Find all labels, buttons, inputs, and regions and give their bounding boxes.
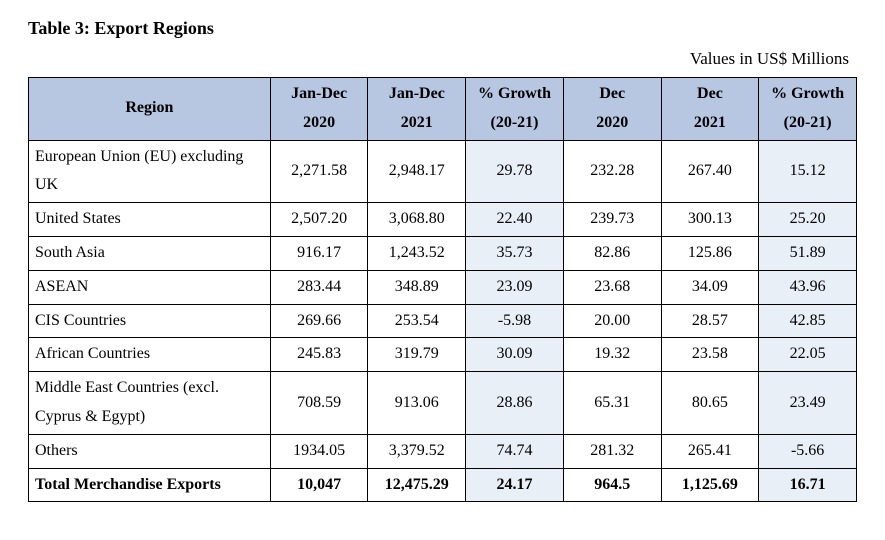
cell-growth-yr: 29.78 <box>466 140 564 203</box>
cell-yr2: 319.79 <box>368 338 466 372</box>
cell-yr1: 2,507.20 <box>270 203 368 237</box>
table-row: European Union (EU) excluding UK2,271.58… <box>29 140 857 203</box>
col-header-text: 2020 <box>570 109 655 138</box>
col-header-text: Dec <box>668 80 753 109</box>
cell-growth-yr: 28.86 <box>466 372 564 435</box>
cell-m2: 265.41 <box>661 434 759 468</box>
col-header-region: Region <box>29 78 271 141</box>
col-header-m2: Dec 2021 <box>661 78 759 141</box>
cell-yr2: 3,379.52 <box>368 434 466 468</box>
cell-m1: 20.00 <box>563 304 661 338</box>
table-row: CIS Countries269.66253.54-5.9820.0028.57… <box>29 304 857 338</box>
cell-region: CIS Countries <box>29 304 271 338</box>
cell-region: ASEAN <box>29 270 271 304</box>
cell-growth-yr: 35.73 <box>466 236 564 270</box>
table-header-row: Region Jan-Dec 2020 Jan-Dec 2021 % Growt… <box>29 78 857 141</box>
cell-yr2: 913.06 <box>368 372 466 435</box>
cell-m1: 82.86 <box>563 236 661 270</box>
cell-m1: 281.32 <box>563 434 661 468</box>
cell-growth-m: 42.85 <box>759 304 857 338</box>
col-header-text: Dec <box>570 80 655 109</box>
cell-m2: 1,125.69 <box>661 468 759 502</box>
cell-m2: 34.09 <box>661 270 759 304</box>
cell-growth-m: 15.12 <box>759 140 857 203</box>
col-header-m1: Dec 2020 <box>563 78 661 141</box>
cell-region: South Asia <box>29 236 271 270</box>
cell-region: Others <box>29 434 271 468</box>
cell-m1: 232.28 <box>563 140 661 203</box>
col-header-text: Jan-Dec <box>374 80 459 109</box>
cell-growth-m: 51.89 <box>759 236 857 270</box>
cell-m2: 80.65 <box>661 372 759 435</box>
col-header-text: 2020 <box>277 109 362 138</box>
table-row: African Countries245.83319.7930.0919.322… <box>29 338 857 372</box>
cell-region: European Union (EU) excluding UK <box>29 140 271 203</box>
cell-m1: 964.5 <box>563 468 661 502</box>
cell-yr1: 1934.05 <box>270 434 368 468</box>
cell-growth-yr: 23.09 <box>466 270 564 304</box>
cell-growth-m: 23.49 <box>759 372 857 435</box>
cell-yr2: 253.54 <box>368 304 466 338</box>
cell-m2: 125.86 <box>661 236 759 270</box>
cell-m2: 300.13 <box>661 203 759 237</box>
table-row: Middle East Countries (excl. Cyprus & Eg… <box>29 372 857 435</box>
cell-m2: 28.57 <box>661 304 759 338</box>
cell-growth-m: 16.71 <box>759 468 857 502</box>
cell-m1: 23.68 <box>563 270 661 304</box>
cell-growth-yr: 30.09 <box>466 338 564 372</box>
cell-yr2: 1,243.52 <box>368 236 466 270</box>
cell-yr2: 2,948.17 <box>368 140 466 203</box>
col-header-growth-m: % Growth (20-21) <box>759 78 857 141</box>
table-row: Others1934.053,379.5274.74281.32265.41-5… <box>29 434 857 468</box>
cell-yr2: 348.89 <box>368 270 466 304</box>
cell-yr1: 245.83 <box>270 338 368 372</box>
cell-growth-m: 43.96 <box>759 270 857 304</box>
cell-yr1: 10,047 <box>270 468 368 502</box>
cell-m1: 239.73 <box>563 203 661 237</box>
cell-m1: 19.32 <box>563 338 661 372</box>
cell-growth-yr: 22.40 <box>466 203 564 237</box>
cell-m1: 65.31 <box>563 372 661 435</box>
table-title: Table 3: Export Regions <box>28 18 857 39</box>
cell-growth-yr: 24.17 <box>466 468 564 502</box>
cell-yr1: 2,271.58 <box>270 140 368 203</box>
table-total-row: Total Merchandise Exports10,04712,475.29… <box>29 468 857 502</box>
cell-yr1: 708.59 <box>270 372 368 435</box>
col-header-yr2: Jan-Dec 2021 <box>368 78 466 141</box>
col-header-text: (20-21) <box>765 109 850 138</box>
cell-yr2: 3,068.80 <box>368 203 466 237</box>
cell-growth-m: 22.05 <box>759 338 857 372</box>
col-header-text: Jan-Dec <box>277 80 362 109</box>
table-row: South Asia916.171,243.5235.7382.86125.86… <box>29 236 857 270</box>
units-label: Values in US$ Millions <box>28 49 857 69</box>
col-header-growth-yr: % Growth (20-21) <box>466 78 564 141</box>
col-header-text: (20-21) <box>472 109 557 138</box>
cell-region: Middle East Countries (excl. Cyprus & Eg… <box>29 372 271 435</box>
cell-growth-m: 25.20 <box>759 203 857 237</box>
col-header-text: % Growth <box>765 80 850 109</box>
table-row: ASEAN283.44348.8923.0923.6834.0943.96 <box>29 270 857 304</box>
cell-yr1: 916.17 <box>270 236 368 270</box>
table-row: United States2,507.203,068.8022.40239.73… <box>29 203 857 237</box>
cell-region: African Countries <box>29 338 271 372</box>
cell-region: United States <box>29 203 271 237</box>
cell-m2: 23.58 <box>661 338 759 372</box>
cell-growth-yr: 74.74 <box>466 434 564 468</box>
col-header-text: 2021 <box>668 109 753 138</box>
cell-yr2: 12,475.29 <box>368 468 466 502</box>
col-header-text: 2021 <box>374 109 459 138</box>
col-header-yr1: Jan-Dec 2020 <box>270 78 368 141</box>
cell-growth-m: -5.66 <box>759 434 857 468</box>
cell-yr1: 269.66 <box>270 304 368 338</box>
cell-m2: 267.40 <box>661 140 759 203</box>
export-regions-table: Region Jan-Dec 2020 Jan-Dec 2021 % Growt… <box>28 77 857 502</box>
cell-yr1: 283.44 <box>270 270 368 304</box>
cell-region: Total Merchandise Exports <box>29 468 271 502</box>
cell-growth-yr: -5.98 <box>466 304 564 338</box>
col-header-text: % Growth <box>472 80 557 109</box>
